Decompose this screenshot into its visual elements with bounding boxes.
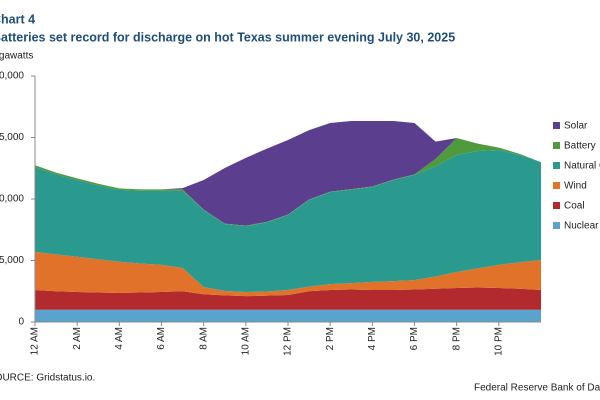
legend-label: Coal: [564, 201, 585, 212]
source: SOURCE: Gridstatus.io.: [0, 373, 95, 384]
x-tick-label: 8 PM: [451, 327, 462, 350]
x-tick-label: 12 AM: [30, 327, 41, 355]
legend-swatch: [553, 202, 560, 209]
y-tick-label: 0: [18, 317, 24, 328]
credit: Federal Reserve Bank of Dallas: [474, 383, 600, 394]
legend-label: Natural Gas: [564, 161, 600, 172]
y-axis-label: Megawatts: [0, 51, 33, 62]
x-tick-label: 6 PM: [409, 327, 420, 350]
x-tick-label: 4 PM: [367, 327, 378, 350]
area: [35, 150, 541, 292]
legend-label: Battery: [564, 141, 596, 152]
legend-label: Nuclear: [564, 221, 599, 232]
x-tick-label: 4 AM: [114, 327, 125, 350]
legend-swatch: [553, 222, 560, 229]
x-tick-label: 6 AM: [156, 327, 167, 350]
y-tick-label: 50,000: [0, 194, 24, 205]
legend-swatch: [553, 122, 560, 129]
legend-label: Wind: [564, 181, 587, 192]
area: [35, 251, 541, 297]
chart-title: Chart 4: [0, 12, 35, 26]
x-tick-label: 2 PM: [325, 327, 336, 350]
y-tick-label: 100,000: [0, 71, 24, 82]
area: [35, 121, 541, 226]
legend-swatch: [553, 162, 560, 169]
x-tick-label: 10 PM: [493, 327, 504, 356]
x-tick-label: 10 AM: [240, 327, 251, 355]
area: [35, 287, 541, 310]
area: [35, 137, 541, 227]
legend-swatch: [553, 142, 560, 149]
legend-label: Solar: [564, 121, 588, 132]
area: [35, 309, 541, 322]
y-tick-label: 25,000: [0, 255, 24, 266]
y-tick-label: 75,000: [0, 132, 24, 143]
x-tick-label: 8 AM: [198, 327, 209, 350]
legend-swatch: [553, 182, 560, 189]
x-tick-label: 12 PM: [283, 327, 294, 356]
chart-subtitle: Batteries set record for discharge on ho…: [0, 30, 455, 44]
x-tick-label: 2 AM: [72, 327, 83, 350]
